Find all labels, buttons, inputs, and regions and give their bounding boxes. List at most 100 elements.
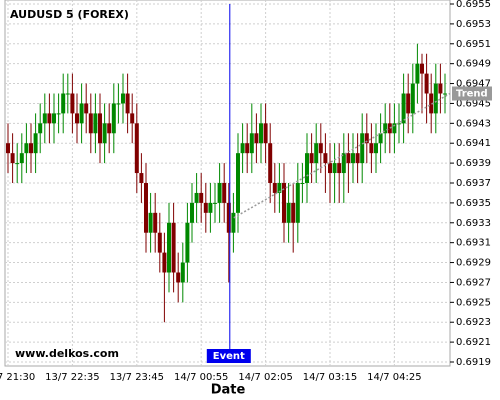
candle-body <box>208 202 213 213</box>
candle-body <box>24 143 29 154</box>
candle-body <box>130 113 135 124</box>
candle-body <box>93 113 98 134</box>
candle-body <box>309 153 314 164</box>
candle-body <box>245 143 250 154</box>
x-tick-label: 13/7 21:30 <box>0 372 35 383</box>
candle-body <box>337 163 342 174</box>
candle-body <box>84 103 89 114</box>
candle-body <box>42 113 47 124</box>
candle-body <box>272 183 277 193</box>
candle-body <box>268 143 273 183</box>
y-tick-label: 0.6933 <box>456 218 491 229</box>
y-tick-label: 0.6931 <box>456 238 491 249</box>
x-tick-label: 13/7 23:45 <box>110 372 164 383</box>
candle-body <box>259 123 263 144</box>
y-tick-label: 0.6943 <box>456 118 491 129</box>
candle-body <box>75 113 79 124</box>
candle-body <box>300 183 305 184</box>
x-tick-label: 14/7 04:25 <box>367 372 421 383</box>
candle-body <box>360 133 365 164</box>
candle-body <box>254 133 259 144</box>
candle-body <box>116 103 121 105</box>
candle-body <box>185 222 190 263</box>
candle-body <box>29 143 33 154</box>
candle-body <box>176 272 181 283</box>
y-tick-label: 0.6945 <box>456 98 491 109</box>
candle-body <box>397 123 401 125</box>
candle-body <box>162 252 167 273</box>
candle-body <box>194 192 199 203</box>
candle-body <box>102 123 107 144</box>
y-tick-label: 0.6951 <box>456 39 491 50</box>
candle-body <box>314 143 319 164</box>
candle-body <box>392 123 397 134</box>
candle-body <box>277 183 282 193</box>
y-tick-label: 0.6925 <box>456 297 491 308</box>
candle-body <box>415 63 420 84</box>
y-tick-label: 0.6941 <box>456 138 491 149</box>
chart-title: AUDUSD 5 (FOREX) <box>10 8 129 21</box>
watermark: www.delkos.com <box>15 347 119 360</box>
candle-body <box>438 83 443 94</box>
candle-body <box>424 73 429 94</box>
candle-body <box>341 153 346 174</box>
candle-body <box>236 153 240 213</box>
labels: 0.6919 0.6921 0.6923 0.6925 0.6927 0.6929 0.69… <box>0 0 492 383</box>
y-tick-label: 0.6923 <box>456 317 491 328</box>
candle-body <box>47 113 52 124</box>
candle-body <box>364 133 369 144</box>
y-tick-label: 0.6939 <box>456 158 491 169</box>
candle-body <box>213 202 217 204</box>
candle-body <box>406 93 411 114</box>
grid <box>5 0 454 366</box>
trend-label: Trend <box>456 89 488 100</box>
y-tick-label: 0.6953 <box>456 19 491 30</box>
trend-line <box>233 92 451 219</box>
candle-body <box>111 103 116 134</box>
candle-body <box>6 143 10 154</box>
candle-body <box>295 183 300 223</box>
candle-body <box>226 202 231 233</box>
candle-body <box>305 153 309 183</box>
plot-frame <box>4 0 451 367</box>
event-label: Event <box>213 351 245 362</box>
trend-label-box <box>452 86 492 101</box>
y-tick-label: 0.6921 <box>456 337 491 348</box>
candle-body <box>286 202 291 223</box>
candle-body <box>318 143 323 154</box>
candle-body <box>121 93 125 104</box>
candle-body <box>70 93 75 114</box>
candle-body <box>180 262 185 283</box>
candle-body <box>240 143 245 154</box>
candle-body <box>203 202 208 213</box>
y-tick-label: 0.6949 <box>456 59 491 70</box>
candle-body <box>157 232 162 253</box>
candle-body <box>107 123 112 134</box>
candle-body <box>19 153 24 164</box>
candle-body <box>88 113 93 134</box>
x-tick-label: 13/7 22:35 <box>45 372 99 383</box>
candle-body <box>199 192 204 203</box>
y-tick-label: 0.6937 <box>456 178 491 189</box>
y-tick-label: 0.6927 <box>456 277 491 288</box>
candle-body <box>369 143 374 154</box>
candle-body <box>328 163 332 174</box>
candle-body <box>383 123 388 134</box>
candle-body <box>378 133 383 144</box>
candle-body <box>33 133 38 154</box>
candle-body <box>410 83 415 114</box>
event-label-box <box>206 349 251 363</box>
x-tick-label: 14/7 02:05 <box>238 372 292 383</box>
candle-body <box>171 222 176 273</box>
candle-body <box>323 153 328 164</box>
x-tick-label: 14/7 03:15 <box>303 372 357 383</box>
candle-body <box>443 93 447 95</box>
candle-body <box>374 143 378 154</box>
x-tick-label: 14/7 00:55 <box>174 372 228 383</box>
candle-body <box>125 93 130 114</box>
candle-body <box>56 113 61 115</box>
candle-body <box>231 212 236 233</box>
candle-body <box>139 173 144 183</box>
candle-body <box>10 153 15 164</box>
candle-body <box>190 202 194 223</box>
